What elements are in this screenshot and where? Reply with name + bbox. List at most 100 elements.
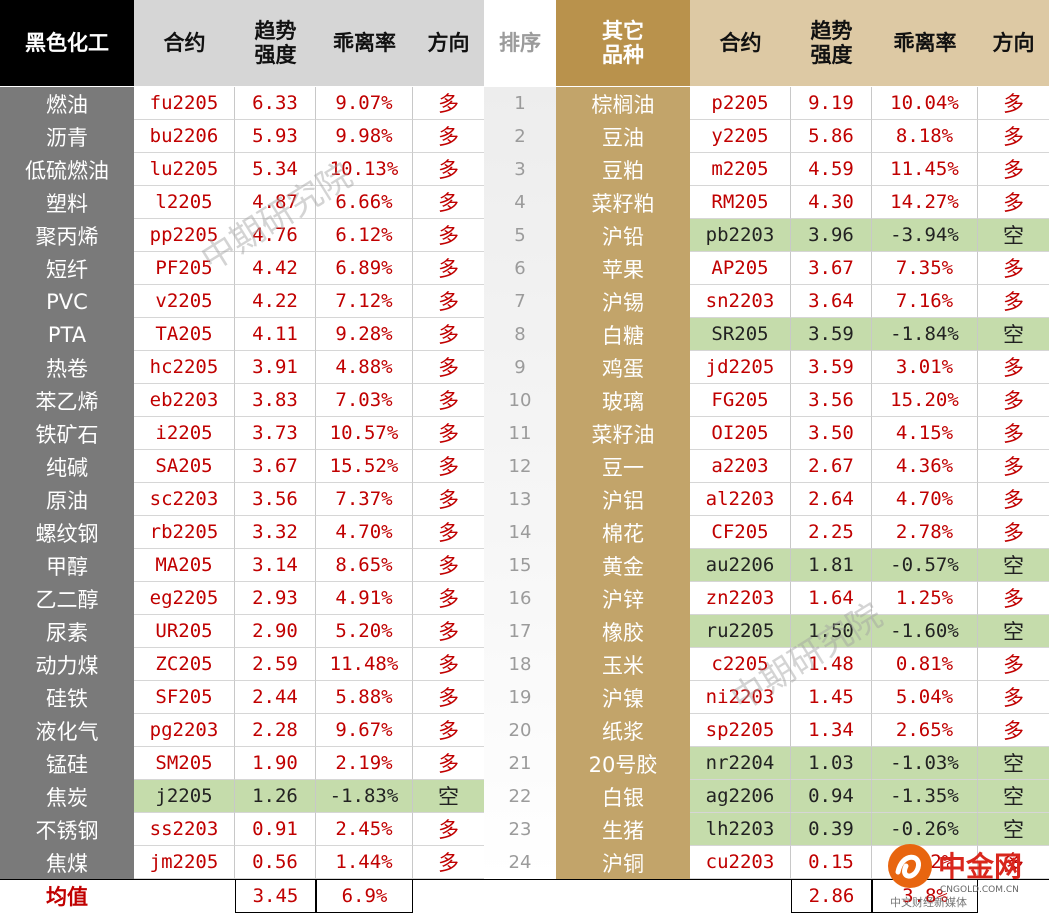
rank-number: 2: [514, 126, 526, 147]
logo-title: 中金网: [938, 850, 1022, 883]
left-row-contract: ZC205: [134, 648, 235, 681]
left-row-strength: 4.22: [235, 285, 316, 318]
right-row-strength: 5.86: [791, 120, 872, 153]
rank-number: 16: [508, 588, 532, 609]
left-row-name: 尿素: [0, 615, 134, 648]
rank-number: 23: [508, 819, 532, 840]
right-row-strength: 1.50: [791, 615, 872, 648]
left-row-name: 短纤: [0, 252, 134, 285]
rank-number: 4: [514, 192, 526, 213]
right-row-name: 生猪: [556, 813, 690, 846]
left-row-contract: l2205: [134, 186, 235, 219]
left-row-direction: 多: [413, 318, 484, 351]
right-header-deviation: 乖离率: [872, 0, 978, 86]
left-row-strength: 3.91: [235, 351, 316, 384]
right-row-direction: 空: [978, 615, 1049, 648]
right-row-deviation: -1.35%: [872, 780, 978, 813]
right-row-direction: 空: [978, 219, 1049, 252]
right-row-strength: 3.96: [791, 219, 872, 252]
right-row-deviation: 0.81%: [872, 648, 978, 681]
left-row-strength: 1.90: [235, 747, 316, 780]
rank-header: 排序: [484, 0, 556, 86]
right-row-deviation: 4.15%: [872, 417, 978, 450]
left-row-name: 铁矿石: [0, 417, 134, 450]
left-row-direction: 多: [413, 615, 484, 648]
right-row-deviation: -1.60%: [872, 615, 978, 648]
left-row-strength: 4.76: [235, 219, 316, 252]
left-row-contract: eg2205: [134, 582, 235, 615]
right-row-direction: 空: [978, 549, 1049, 582]
left-row-strength: 5.34: [235, 153, 316, 186]
left-row-contract: pg2203: [134, 714, 235, 747]
left-row-contract: MA205: [134, 549, 235, 582]
left-row-name: 硅铁: [0, 681, 134, 714]
right-row-deviation: 2.65%: [872, 714, 978, 747]
left-row-direction: 多: [413, 813, 484, 846]
left-row-deviation: 10.13%: [316, 153, 413, 186]
right-row-strength: 1.34: [791, 714, 872, 747]
left-row-strength: 4.42: [235, 252, 316, 285]
right-row-direction: 多: [978, 516, 1049, 549]
right-row-direction: 空: [978, 747, 1049, 780]
rank-number: 15: [508, 555, 532, 576]
right-row-contract: ni2203: [690, 681, 791, 714]
right-row-deviation: 10.04%: [872, 87, 978, 120]
rank-number: 1: [514, 93, 526, 114]
right-row-direction: 多: [978, 846, 1049, 879]
right-row-contract: RM205: [690, 186, 791, 219]
rank-number: 17: [508, 621, 532, 642]
right-row-name: 白糖: [556, 318, 690, 351]
left-row-deviation: 9.67%: [316, 714, 413, 747]
left-row-direction: 多: [413, 219, 484, 252]
left-row-strength: 0.56: [235, 846, 316, 879]
right-row-name: 沪锌: [556, 582, 690, 615]
left-row-direction: 多: [413, 351, 484, 384]
right-row-deviation: -0.57%: [872, 549, 978, 582]
right-row-direction: 空: [978, 318, 1049, 351]
left-row-strength: 3.83: [235, 384, 316, 417]
left-header-deviation: 乖离率: [316, 0, 413, 86]
right-row-deviation: 8.18%: [872, 120, 978, 153]
left-row-deviation: 4.70%: [316, 516, 413, 549]
right-row-contract: OI205: [690, 417, 791, 450]
right-row-direction: 多: [978, 582, 1049, 615]
right-header-direction: 方向: [978, 0, 1049, 86]
right-row-strength: 2.64: [791, 483, 872, 516]
left-row-strength: 2.90: [235, 615, 316, 648]
right-row-name: 沪锡: [556, 285, 690, 318]
right-row-name: 沪铅: [556, 219, 690, 252]
left-row-deviation: 4.91%: [316, 582, 413, 615]
right-row-direction: 多: [978, 87, 1049, 120]
right-row-deviation: 1.25%: [872, 582, 978, 615]
logo-slogan: 中文财经新媒体: [890, 895, 967, 909]
left-row-name: 塑料: [0, 186, 134, 219]
right-row-deviation: -1.03%: [872, 747, 978, 780]
logo-domain: CNGOLD.COM.CN: [940, 885, 1019, 895]
right-row-deviation: 5.04%: [872, 681, 978, 714]
left-row-contract: PF205: [134, 252, 235, 285]
right-row-strength: 0.39: [791, 813, 872, 846]
left-row-deviation: -1.83%: [316, 780, 413, 813]
left-row-direction: 多: [413, 285, 484, 318]
right-row-contract: m2205: [690, 153, 791, 186]
right-row-deviation: 15.20%: [872, 384, 978, 417]
left-row-strength: 2.28: [235, 714, 316, 747]
rank-number: 9: [514, 357, 526, 378]
rank-column-bg: [484, 87, 556, 879]
right-row-contract: CF205: [690, 516, 791, 549]
right-row-direction: 多: [978, 186, 1049, 219]
right-row-strength: 4.59: [791, 153, 872, 186]
left-row-deviation: 7.37%: [316, 483, 413, 516]
right-row-contract: a2203: [690, 450, 791, 483]
right-row-name: 玉米: [556, 648, 690, 681]
right-row-direction: 多: [978, 450, 1049, 483]
left-row-contract: bu2206: [134, 120, 235, 153]
left-row-contract: pp2205: [134, 219, 235, 252]
right-row-deviation: 4.70%: [872, 483, 978, 516]
left-row-name: 锰硅: [0, 747, 134, 780]
left-row-strength: 3.14: [235, 549, 316, 582]
right-row-strength: 0.15: [791, 846, 872, 879]
rank-number: 20: [508, 720, 532, 741]
left-row-deviation: 6.12%: [316, 219, 413, 252]
right-row-strength: 2.67: [791, 450, 872, 483]
